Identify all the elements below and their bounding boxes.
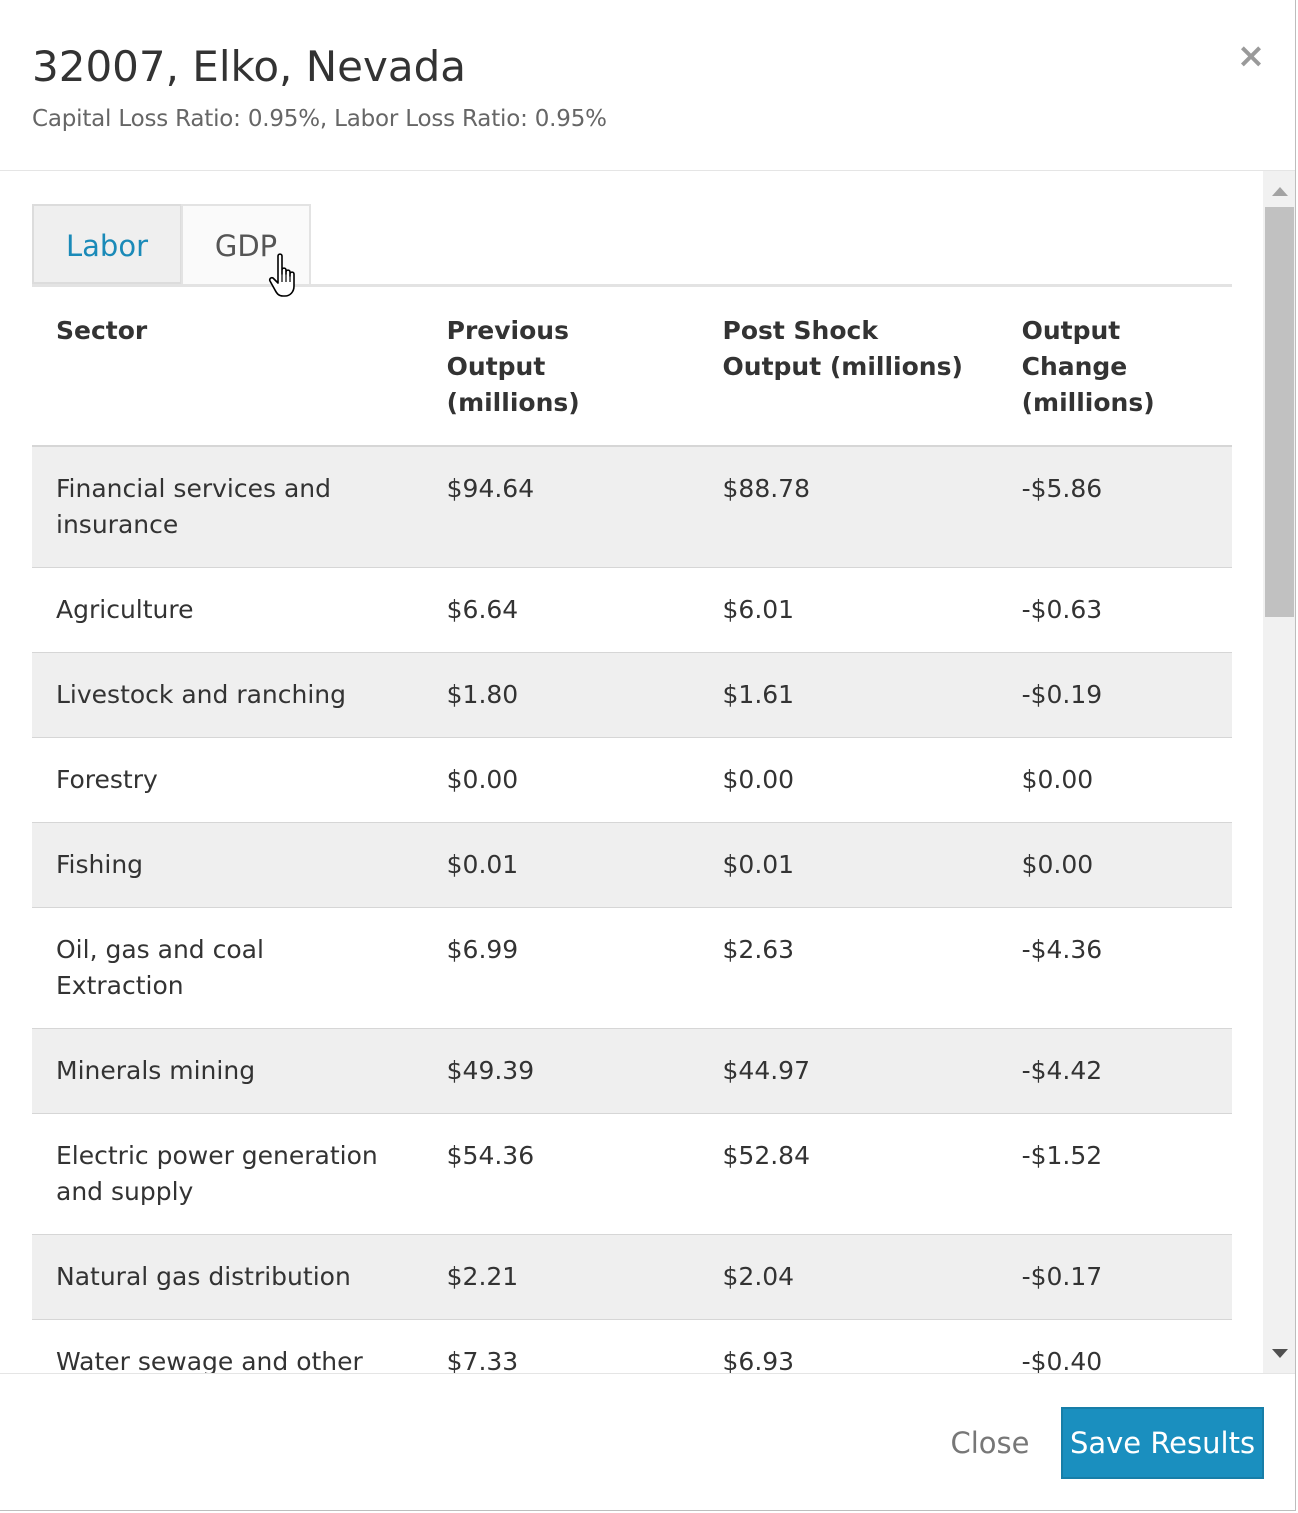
column-header-post-shock-output: Post Shock Output (millions): [722, 316, 963, 381]
sector-cell: Livestock and ranching: [32, 652, 423, 738]
output-change-cell: -$0.19: [997, 652, 1232, 738]
output-change-cell: -$0.40: [997, 1319, 1232, 1373]
output-change-cell: -$4.42: [997, 1028, 1232, 1114]
results-table: Sector Previous Output (millions) Post S…: [32, 287, 1232, 1373]
sector-cell: Fishing: [32, 822, 423, 908]
post-shock-output-cell: $0.00: [698, 737, 998, 823]
previous-output-cell: $7.33: [422, 1319, 699, 1373]
output-change-cell: -$1.52: [997, 1113, 1232, 1235]
previous-output-cell: $6.64: [422, 567, 699, 653]
post-shock-output-cell: $2.04: [698, 1234, 998, 1320]
output-change-cell: $0.00: [997, 822, 1232, 908]
tab-labor[interactable]: Labor: [32, 204, 182, 284]
post-shock-output-cell: $0.01: [698, 822, 998, 908]
post-shock-output-cell: $6.01: [698, 567, 998, 653]
table-row: Forestry $0.00 $0.00 $0.00: [32, 737, 1232, 823]
scroll-down-arrow-icon[interactable]: [1263, 1339, 1295, 1369]
previous-output-cell: $0.01: [422, 822, 699, 908]
post-shock-output-cell: $44.97: [698, 1028, 998, 1114]
tab-gdp[interactable]: GDP: [181, 204, 311, 284]
output-change-cell: -$5.86: [997, 445, 1232, 568]
hand-pointer-cursor-icon: [268, 253, 295, 297]
output-change-cell: $0.00: [997, 737, 1232, 823]
modal-header: 32007, Elko, Nevada Capital Loss Ratio: …: [0, 0, 1295, 171]
output-change-cell: -$0.63: [997, 567, 1232, 653]
save-results-button[interactable]: Save Results: [1061, 1407, 1264, 1479]
previous-output-cell: $94.64: [422, 445, 699, 568]
table-row: Agriculture $6.64 $6.01 -$0.63: [32, 567, 1232, 653]
close-button[interactable]: Close: [938, 1408, 1042, 1478]
previous-output-cell: $1.80: [422, 652, 699, 738]
modal-title: 32007, Elko, Nevada: [32, 42, 466, 91]
output-change-cell: -$4.36: [997, 907, 1232, 1029]
previous-output-cell: $54.36: [422, 1113, 699, 1235]
loss-ratio-subtitle: Capital Loss Ratio: 0.95%, Labor Loss Ra…: [32, 106, 607, 132]
previous-output-cell: $6.99: [422, 907, 699, 1029]
post-shock-output-cell: $6.93: [698, 1319, 998, 1373]
table-row: Livestock and ranching $1.80 $1.61 -$0.1…: [32, 652, 1232, 738]
output-change-cell: -$0.17: [997, 1234, 1232, 1320]
previous-output-cell: $49.39: [422, 1028, 699, 1114]
post-shock-output-cell: $88.78: [698, 445, 998, 568]
table-row: Fishing $0.01 $0.01 $0.00: [32, 822, 1232, 908]
sector-cell: Agriculture: [32, 567, 423, 653]
tab-bar: Labor GDP: [32, 204, 1232, 287]
table-row: Oil, gas and coal Extraction $6.99 $2.63…: [32, 907, 1232, 1029]
table-header-row: Sector Previous Output (millions) Post S…: [32, 287, 1232, 446]
previous-output-cell: $0.00: [422, 737, 699, 823]
post-shock-output-cell: $1.61: [698, 652, 998, 738]
sector-cell: Forestry: [32, 737, 423, 823]
sector-cell: Natural gas distribution: [32, 1234, 423, 1320]
modal-footer: Close Save Results: [0, 1373, 1295, 1510]
table-row: Electric power generation and supply $54…: [32, 1113, 1232, 1235]
scrollbar-thumb[interactable]: [1265, 207, 1294, 617]
table-row: Water sewage and other systems $7.33 $6.…: [32, 1319, 1232, 1373]
close-icon[interactable]: ×: [1236, 36, 1266, 76]
post-shock-output-cell: $2.63: [698, 907, 998, 1029]
sector-cell: Minerals mining: [32, 1028, 423, 1114]
table-row: Natural gas distribution $2.21 $2.04 -$0…: [32, 1234, 1232, 1320]
post-shock-output-cell: $52.84: [698, 1113, 998, 1235]
sector-cell: Oil, gas and coal Extraction: [32, 907, 423, 1029]
column-header-sector: Sector: [56, 316, 148, 345]
sector-cell: Electric power generation and supply: [32, 1113, 423, 1235]
previous-output-cell: $2.21: [422, 1234, 699, 1320]
table-row: Minerals mining $49.39 $44.97 -$4.42: [32, 1028, 1232, 1114]
sector-cell: Financial services and insurance: [32, 445, 423, 568]
column-header-previous-output: Previous Output (millions): [446, 316, 580, 417]
sector-cell: Water sewage and other systems: [32, 1319, 423, 1373]
table-row: Financial services and insurance $94.64 …: [32, 445, 1232, 568]
scroll-up-arrow-icon[interactable]: [1263, 175, 1295, 205]
column-header-output-change: Output Change (millions): [1021, 316, 1155, 417]
modal-body: Labor GDP Sector Previous Output (millio…: [0, 171, 1295, 1373]
vertical-scrollbar[interactable]: [1263, 171, 1295, 1373]
